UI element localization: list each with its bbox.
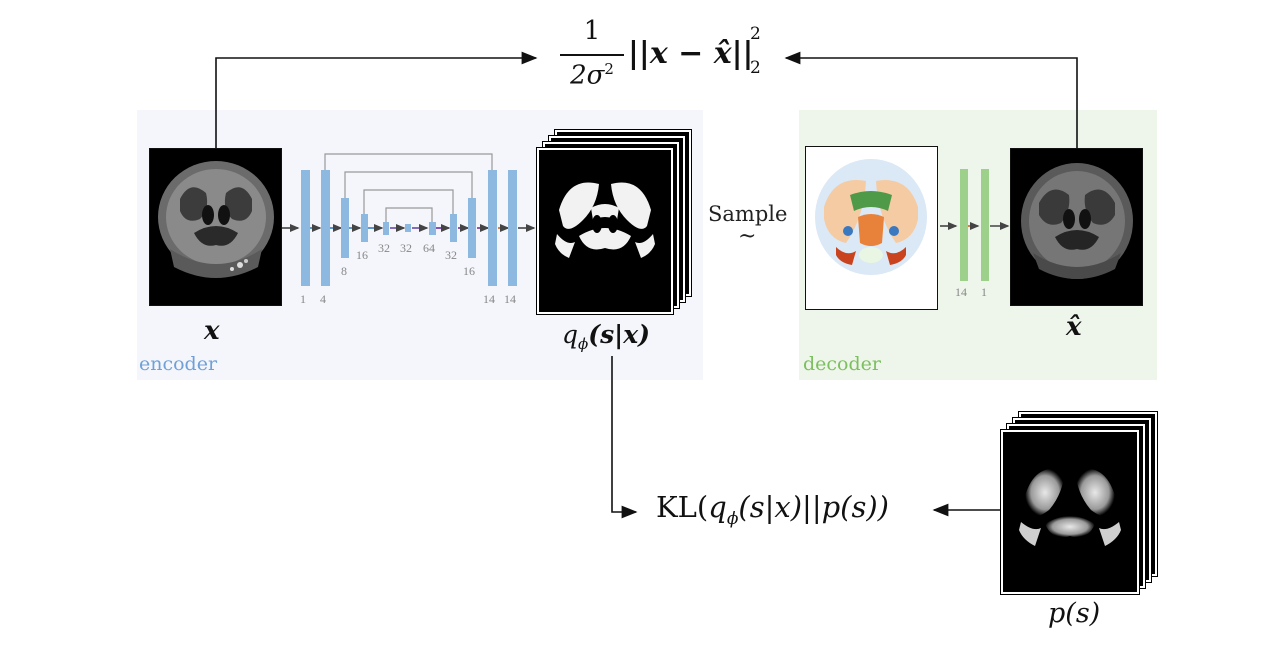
posterior-label: qϕ(s|x)	[562, 320, 650, 353]
skip-connections	[324, 153, 493, 222]
channel-label: 16	[356, 248, 368, 262]
kl-divergence-term: KL(qϕ(s|x)||p(s))	[656, 490, 889, 529]
encoder-layer-5	[383, 222, 389, 235]
sampled-segmentation-map	[805, 146, 938, 310]
decoder-layer-1	[960, 169, 968, 281]
white-matter-icon	[555, 182, 655, 258]
encoder-layer-10	[488, 170, 497, 286]
sample-tilde: ~	[738, 224, 757, 249]
brain-scan-icon	[158, 161, 274, 278]
channel-label: 32	[400, 241, 412, 255]
recon-norm: ||x − x̂||	[628, 36, 754, 71]
decoder-layer-2	[981, 169, 989, 281]
channel-label: 4	[320, 292, 326, 306]
decoder-label: decoder	[803, 353, 881, 375]
channel-label: 1	[300, 292, 306, 306]
atlas-icon	[1019, 468, 1121, 546]
channel-label: 14	[504, 292, 516, 306]
channel-label: 64	[423, 241, 435, 255]
input-label-x: x	[204, 316, 220, 346]
encoder-label: encoder	[139, 353, 218, 375]
channel-label: 14	[483, 292, 495, 306]
prior-label: p(s)	[1048, 598, 1101, 629]
recon-denominator: 2σ2	[570, 60, 614, 91]
reconstructed-mri-image	[1010, 148, 1143, 306]
reconstruction-label: x̂	[1066, 312, 1082, 342]
encoder-layer-3	[341, 198, 349, 258]
fraction-bar	[560, 54, 624, 56]
channel-label: 14	[955, 285, 967, 299]
channel-label: 1	[981, 285, 987, 299]
encoder-layer-7	[429, 222, 436, 235]
channel-label: 32	[378, 241, 390, 255]
recon-numerator: 1	[583, 16, 601, 46]
channel-label: 8	[341, 264, 347, 278]
input-mri-image	[149, 148, 282, 306]
encoder-layer-8	[450, 214, 457, 242]
sample-label: Sample	[708, 202, 788, 226]
segmentation-icon	[815, 159, 927, 275]
encoder-layer-4	[361, 214, 368, 242]
channel-label: 32	[445, 248, 457, 262]
encoder-layer-9	[468, 198, 476, 258]
encoder-layer-1	[301, 170, 310, 286]
channel-label: 16	[463, 264, 475, 278]
recon-sup: 2	[750, 24, 761, 44]
brain-scan-icon	[1021, 163, 1133, 279]
encoder-layer-11	[508, 170, 517, 286]
encoder-layer-6	[405, 224, 411, 232]
recon-sub: 2	[750, 58, 761, 78]
prior-atlas-image	[1000, 429, 1140, 595]
posterior-segmentation-image	[536, 147, 674, 315]
encoder-layer-2	[321, 170, 330, 286]
reconstruction-loss: 1 2σ2 ||x − x̂|| 2 2	[558, 14, 798, 104]
